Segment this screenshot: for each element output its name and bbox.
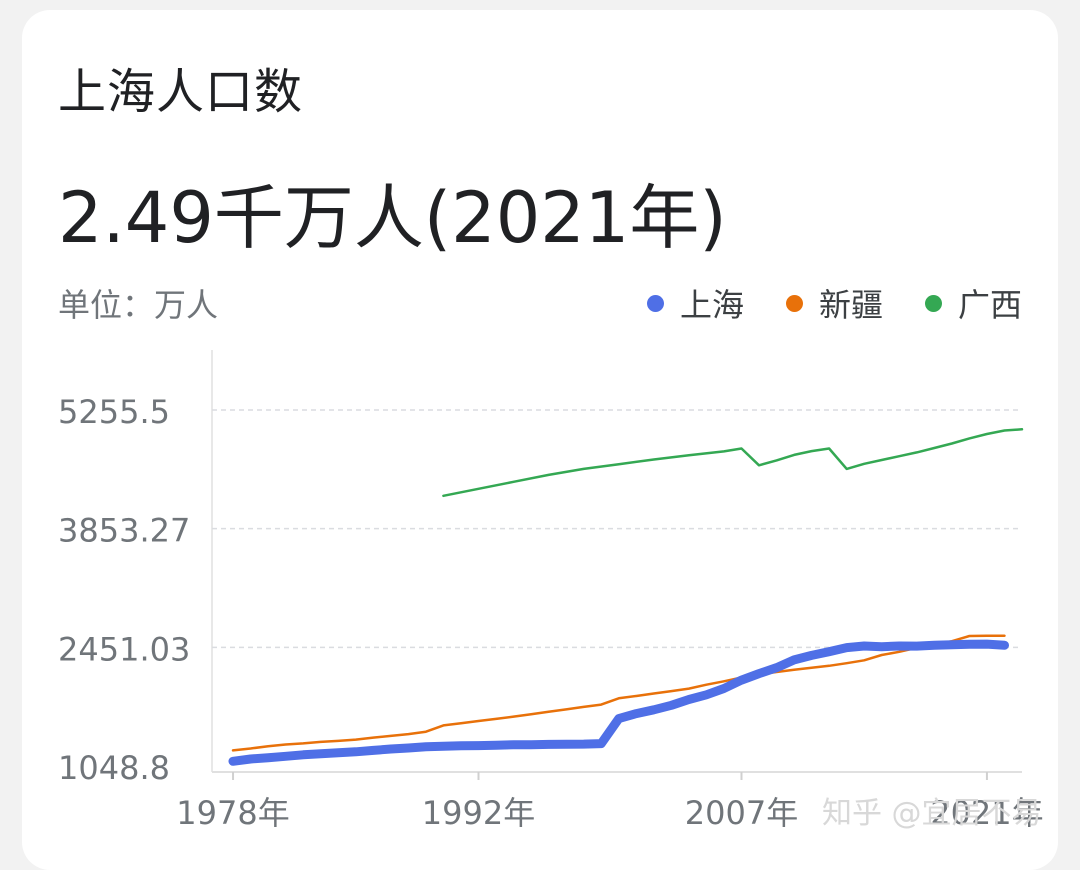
x-tick-label: 1992年 — [422, 794, 535, 832]
legend-dot-guangxi — [924, 294, 942, 312]
x-tick-label: 2021年 — [930, 794, 1043, 832]
x-tick-label: 1978年 — [176, 794, 289, 832]
legend-label-shanghai: 上海 — [679, 286, 744, 324]
series-line-guangxi — [442, 428, 1024, 498]
series-line-shanghai — [228, 639, 1009, 766]
legend-item-shanghai[interactable]: 上海 — [646, 280, 744, 326]
page-title: 上海人口数 — [58, 64, 304, 120]
y-tick-label: 3853.27 — [58, 512, 190, 550]
y-tick-label: 1048.8 — [58, 749, 170, 787]
y-tick-label: 5255.5 — [58, 393, 170, 431]
y-tick-label: 2451.03 — [58, 630, 190, 668]
watermark: 知乎 @宜居不易 — [822, 796, 1042, 831]
unit-label: 单位：万人 — [58, 286, 219, 324]
chart-legend: 上海 新疆 广西 — [646, 280, 1022, 326]
legend-item-guangxi[interactable]: 广西 — [924, 280, 1022, 326]
legend-dot-xinjiang — [785, 294, 803, 312]
chart-card — [22, 10, 1058, 870]
legend-dot-shanghai — [646, 294, 664, 312]
headline-value: 2.49千万人(2021年) — [58, 177, 727, 259]
series-line-xinjiang — [231, 634, 1006, 752]
legend-label-guangxi: 广西 — [957, 286, 1022, 324]
x-tick-label: 2007年 — [685, 794, 798, 832]
legend-item-xinjiang[interactable]: 新疆 — [785, 280, 883, 326]
legend-label-xinjiang: 新疆 — [818, 286, 883, 324]
